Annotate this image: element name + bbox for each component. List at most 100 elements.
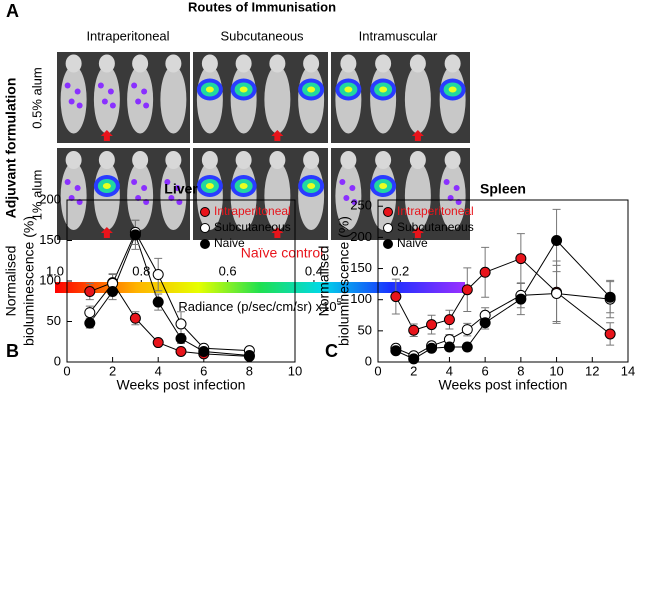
legend-marker: [383, 223, 393, 233]
colorbar: [55, 282, 465, 293]
signal: [379, 86, 388, 93]
data-point: [515, 293, 527, 305]
legend-marker: [383, 207, 393, 217]
data-point: [129, 229, 141, 241]
signal: [239, 86, 248, 93]
mouse-body: [264, 65, 291, 134]
mouse-head: [303, 54, 320, 73]
y-axis-label: bioluminescence (%): [21, 216, 37, 346]
data-point: [443, 314, 455, 326]
mouse-head: [165, 151, 182, 169]
mouse-head: [235, 151, 252, 169]
data-point: [443, 341, 455, 353]
colorbar-label-sup: 5: [337, 297, 342, 307]
x-tick-label: 10: [288, 363, 302, 378]
signal: [164, 179, 171, 185]
data-point: [243, 350, 255, 362]
data-point: [390, 345, 402, 357]
series-line: [395, 239, 611, 360]
signal: [68, 98, 75, 105]
legend-marker: [200, 239, 210, 249]
data-point: [390, 291, 402, 303]
mouse-head: [340, 151, 357, 169]
arrow: [411, 227, 424, 238]
mouse-head: [375, 54, 392, 73]
signal: [74, 88, 81, 95]
y-axis-label: Normalised: [316, 246, 332, 317]
data-point: [175, 318, 187, 330]
x-tick-label: 4: [155, 363, 162, 378]
data-point: [107, 286, 119, 298]
mouse-head: [340, 54, 357, 73]
data-point: [461, 324, 473, 336]
x-tick-label: 8: [246, 363, 253, 378]
legend-label: Subcutaneous: [397, 220, 474, 234]
signal: [453, 185, 460, 191]
data-point: [175, 333, 187, 345]
x-tick-label: 4: [446, 363, 453, 378]
signal: [307, 86, 316, 93]
y-tick-label: 250: [350, 198, 372, 213]
signal: [141, 185, 148, 191]
signal: [64, 179, 71, 185]
panel-letter: C: [325, 341, 338, 361]
mouse-images: [57, 52, 470, 240]
data-point: [198, 345, 210, 357]
column-label: Subcutaneous: [220, 28, 304, 43]
panel-title: Routes of Immunisation: [188, 0, 336, 14]
legend-label: Subcutaneous: [214, 220, 291, 234]
x-tick-label: 14: [621, 363, 635, 378]
y-axis-label: bioluminescence (%): [336, 216, 352, 346]
panel-letter: A: [6, 1, 19, 21]
mouse-head: [375, 151, 392, 169]
data-point: [551, 235, 563, 246]
mouse-head: [165, 54, 182, 73]
legend-marker: [200, 207, 210, 217]
signal: [343, 195, 350, 201]
legend-label: Naive: [214, 236, 245, 250]
mouse-head: [65, 151, 82, 169]
data-point: [604, 291, 616, 303]
colorbar-label: Radiance (p/sec/cm/sr) x105: [178, 297, 341, 314]
signal: [109, 102, 116, 109]
signal: [135, 98, 142, 105]
mouse-head: [201, 54, 218, 73]
signal: [141, 88, 148, 95]
data-point: [551, 287, 563, 299]
signal: [205, 183, 214, 189]
mouse-head: [132, 54, 149, 73]
signal: [307, 183, 316, 189]
mouse-body: [160, 65, 187, 134]
colorbar-tick-label: 0.2: [391, 263, 409, 278]
annotation: Naïve control: [241, 245, 323, 261]
data-point: [84, 286, 96, 298]
chart-title: Spleen: [480, 181, 526, 197]
colorbar-tick-label: 0.6: [219, 263, 237, 278]
x-tick-label: 10: [549, 363, 563, 378]
y-tick-label: 100: [350, 291, 372, 306]
data-point: [461, 341, 473, 353]
colorbar-label-text: Radiance (p/sec/cm/sr) x10: [178, 299, 336, 314]
x-tick-label: 6: [200, 363, 207, 378]
x-tick-label: 2: [109, 363, 116, 378]
signal: [64, 82, 71, 89]
mouse-head: [409, 151, 426, 169]
signal: [74, 185, 81, 191]
data-point: [175, 345, 187, 357]
legend-label: Naive: [397, 236, 428, 250]
y-tick-label: 100: [39, 272, 61, 287]
row-title: Adjuvant formulation: [3, 78, 19, 219]
y-tick-label: 150: [350, 260, 372, 275]
signal: [351, 199, 358, 205]
data-point: [152, 296, 164, 308]
signal: [443, 179, 450, 185]
signal: [131, 179, 138, 185]
data-point: [408, 324, 420, 336]
signal: [97, 82, 104, 89]
colorbar-tick-label: 1.0: [46, 263, 64, 278]
signal: [131, 82, 138, 89]
mouse-head: [269, 151, 286, 169]
mouse-head: [303, 151, 320, 169]
signal: [379, 183, 388, 189]
signal: [239, 183, 248, 189]
